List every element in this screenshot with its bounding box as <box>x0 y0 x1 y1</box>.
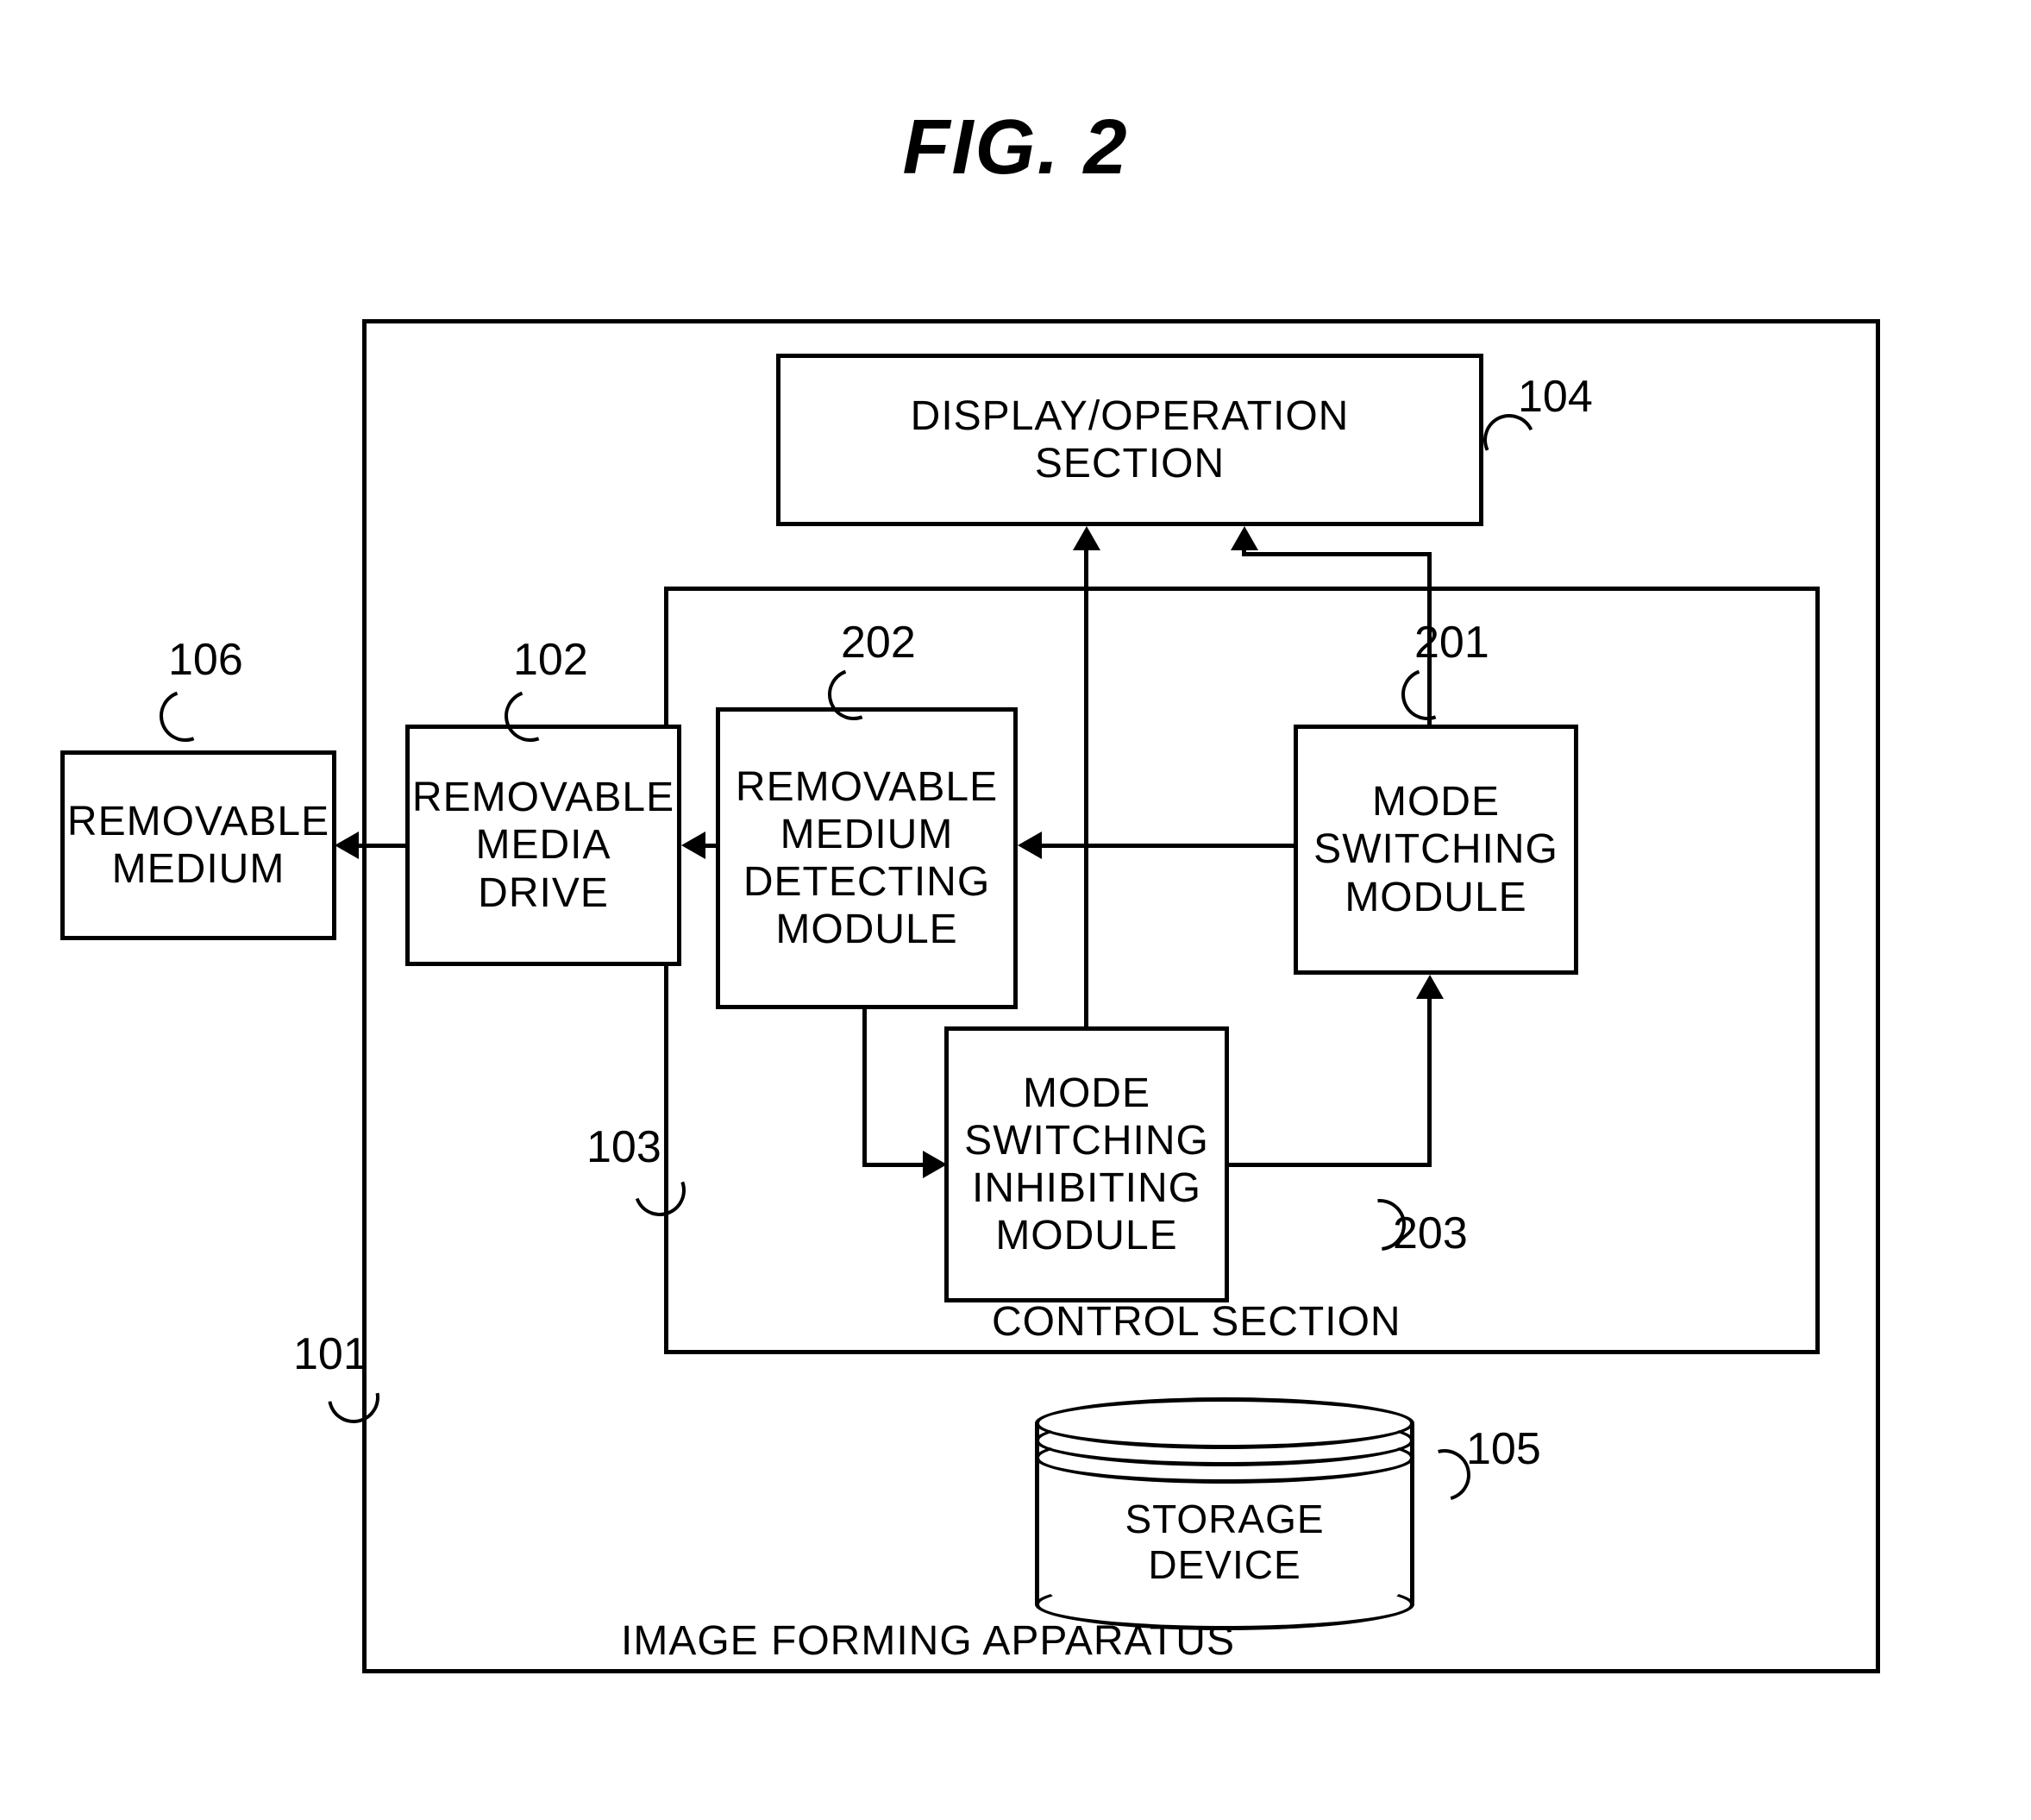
arrow-switch-to-display-h <box>1242 552 1432 556</box>
ref-201: 201 <box>1414 617 1489 668</box>
arrowhead-drive-to-medium <box>335 832 359 859</box>
block-switching-module-text: MODESWITCHINGMODULE <box>1298 778 1574 921</box>
ref-106: 106 <box>168 634 243 686</box>
arrow-switch-to-display-v <box>1427 552 1432 725</box>
ref-105: 105 <box>1466 1423 1541 1475</box>
block-inhibiting-module-text: MODESWITCHINGINHIBITINGMODULE <box>949 1070 1225 1260</box>
block-display-section-text: DISPLAY/OPERATIONSECTION <box>895 392 1365 487</box>
arrow-inhibit-to-display <box>1084 539 1088 1026</box>
block-switching-module: MODESWITCHINGMODULE <box>1294 725 1578 975</box>
arrow-switch-to-display-v2 <box>1242 530 1246 556</box>
block-storage-device-text: STORAGEDEVICE <box>1035 1497 1414 1588</box>
diagram-canvas: FIG. 2 IMAGE FORMING APPARATUS 101 CONTR… <box>0 0 2031 1820</box>
arrow-inhibit-to-switch-h <box>1229 1163 1427 1167</box>
arrowhead-detect-to-inhibit <box>923 1151 947 1178</box>
arrowhead-inhibit-to-display <box>1073 526 1100 550</box>
ref-104: 104 <box>1518 371 1593 423</box>
block-removable-media-drive-text: REMOVABLEMEDIADRIVE <box>397 774 690 917</box>
figure-title: FIG. 2 <box>0 104 2031 192</box>
block-detecting-module-text: REMOVABLEMEDIUMDETECTINGMODULE <box>720 763 1013 954</box>
block-display-section: DISPLAY/OPERATIONSECTION <box>776 354 1483 526</box>
arrowhead-detect-to-drive <box>681 832 705 859</box>
block-detecting-module: REMOVABLEMEDIUMDETECTINGMODULE <box>716 707 1018 1009</box>
container-control-section-label: CONTROL SECTION <box>992 1298 1401 1346</box>
ref-102: 102 <box>513 634 588 686</box>
arrowhead-inhibit-to-switch <box>1416 975 1444 999</box>
block-removable-medium: REMOVABLEMEDIUM <box>60 750 336 940</box>
arrow-detect-to-inhibit-v <box>862 1009 867 1164</box>
arrowhead-switch-to-detect <box>1018 832 1042 859</box>
block-removable-media-drive: REMOVABLEMEDIADRIVE <box>405 725 681 966</box>
block-inhibiting-module: MODESWITCHINGINHIBITINGMODULE <box>944 1026 1229 1302</box>
block-removable-medium-text: REMOVABLEMEDIUM <box>52 798 345 893</box>
arrow-switch-to-detect <box>1026 844 1294 848</box>
ref-202: 202 <box>841 617 916 668</box>
leader-106 <box>151 681 220 750</box>
block-storage-device: STORAGEDEVICE <box>1035 1397 1414 1630</box>
arrow-inhibit-to-switch-v <box>1427 988 1432 1167</box>
